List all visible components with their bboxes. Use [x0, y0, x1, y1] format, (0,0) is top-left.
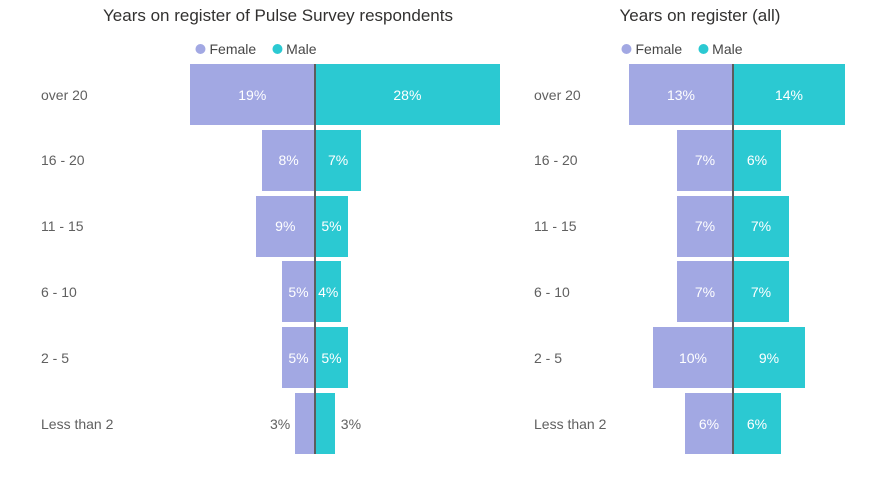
value-label: 7% — [694, 283, 716, 300]
bar-male[interactable]: 28% — [315, 64, 500, 125]
center-axis-line — [314, 64, 316, 454]
value-label: 7% — [694, 218, 716, 235]
legend: Female Male — [195, 41, 317, 57]
center-axis-line — [732, 64, 734, 454]
category-label: 16 - 20 — [534, 152, 578, 169]
bar-female[interactable]: 7% — [677, 129, 733, 191]
bar-male[interactable]: 7% — [733, 261, 789, 323]
bar-female[interactable]: 7% — [677, 195, 733, 257]
category-label: 6 - 10 — [534, 283, 570, 300]
value-label: 19% — [238, 86, 267, 103]
value-label: 3% — [269, 415, 291, 432]
bar-female[interactable]: 7% — [677, 261, 733, 323]
value-label: 14% — [774, 86, 804, 103]
value-label: 7% — [750, 283, 772, 300]
legend-item-female[interactable]: Female — [195, 41, 256, 57]
bar-female[interactable]: 10% — [653, 327, 733, 389]
bar-female[interactable]: 6% — [685, 393, 733, 454]
legend: Female Male — [621, 41, 743, 57]
bar-female[interactable]: 8% — [262, 129, 315, 191]
legend-item-female[interactable]: Female — [621, 41, 682, 57]
category-label: 6 - 10 — [41, 283, 77, 300]
value-label: 9% — [758, 349, 780, 366]
bar-female[interactable]: 5% — [282, 327, 315, 389]
value-label: 9% — [275, 218, 296, 235]
bar-male[interactable]: 5% — [315, 327, 348, 389]
value-label: 5% — [288, 349, 309, 366]
category-label: over 20 — [41, 86, 88, 103]
value-label: 6% — [746, 415, 768, 432]
category-label: 16 - 20 — [41, 152, 85, 169]
category-label: Less than 2 — [534, 415, 607, 432]
value-label: 7% — [694, 152, 716, 169]
bar-male[interactable]: 5% — [315, 195, 348, 257]
bar-male[interactable]: 9% — [733, 327, 805, 389]
value-label: 5% — [288, 283, 309, 300]
male-legend-dot-icon — [272, 44, 283, 54]
value-label: 8% — [278, 152, 299, 169]
category-label: over 20 — [534, 86, 581, 103]
category-label: 2 - 5 — [41, 349, 70, 366]
female-legend-dot-icon — [195, 44, 206, 54]
bar-female[interactable] — [295, 393, 315, 454]
bar-male[interactable]: 4% — [315, 261, 342, 323]
legend-item-male[interactable]: Male — [698, 41, 743, 57]
bar-male[interactable]: 6% — [733, 393, 781, 454]
male-legend-dot-icon — [698, 44, 709, 54]
category-label: 2 - 5 — [534, 349, 563, 366]
category-label: 11 - 15 — [41, 218, 84, 235]
value-label: 10% — [678, 349, 708, 366]
value-label: 7% — [327, 152, 349, 169]
female-legend-dot-icon — [621, 44, 632, 54]
chart-title: Years on register of Pulse Survey respon… — [103, 6, 453, 25]
value-label: 6% — [746, 152, 768, 169]
value-label: 5% — [321, 218, 342, 235]
value-label: 7% — [750, 218, 772, 235]
bar-female[interactable]: 9% — [255, 195, 315, 257]
legend-label-male: Male — [712, 41, 743, 57]
bar-male[interactable]: 7% — [733, 195, 789, 257]
value-label: 4% — [318, 283, 339, 300]
value-label: 28% — [393, 86, 422, 103]
bar-male[interactable] — [315, 393, 335, 454]
legend-label-male: Male — [286, 41, 317, 57]
bar-female[interactable]: 5% — [282, 261, 315, 323]
value-label: 5% — [321, 349, 342, 366]
legend-item-male[interactable]: Male — [272, 41, 317, 57]
value-label: 13% — [666, 86, 696, 103]
category-label: 11 - 15 — [534, 218, 577, 235]
value-label: 6% — [698, 415, 720, 432]
category-label: Less than 2 — [41, 415, 114, 432]
bar-female[interactable]: 19% — [189, 64, 315, 125]
legend-label-female: Female — [209, 41, 257, 57]
bar-male[interactable]: 14% — [733, 64, 845, 125]
bar-female[interactable]: 13% — [629, 64, 733, 125]
bar-male[interactable]: 7% — [315, 129, 362, 191]
value-label: 3% — [340, 415, 362, 432]
bar-male[interactable]: 6% — [733, 129, 781, 191]
chart-title: Years on register (all) — [619, 6, 781, 25]
legend-label-female: Female — [635, 41, 683, 57]
